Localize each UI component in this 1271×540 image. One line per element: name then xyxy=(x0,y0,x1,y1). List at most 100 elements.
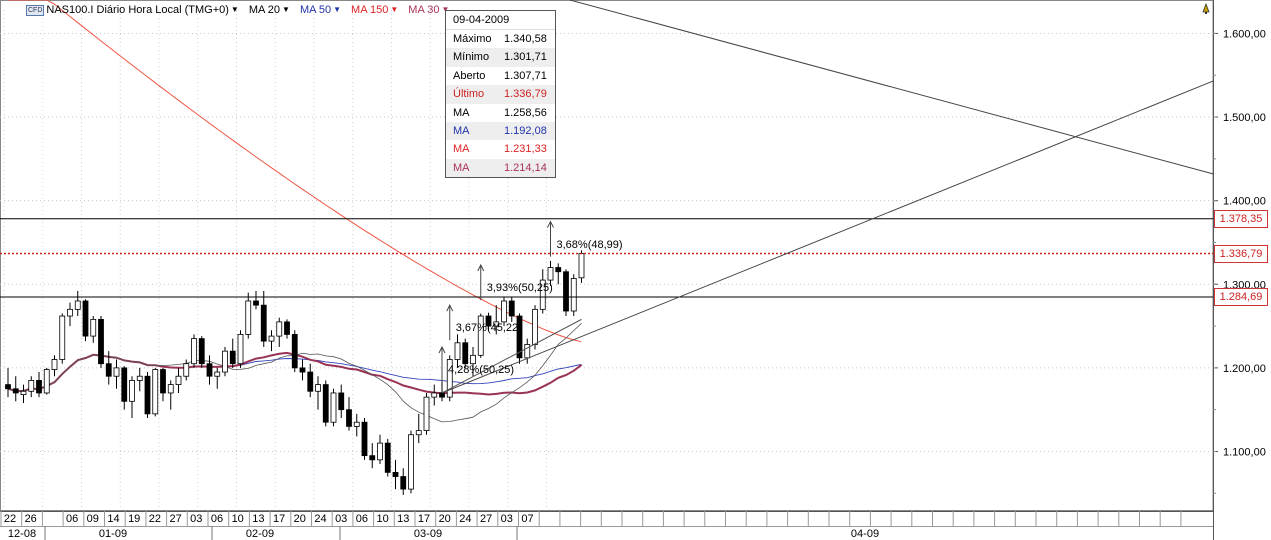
x-day-label: 17 xyxy=(273,513,285,525)
info-row-value: 1.307,71 xyxy=(504,69,547,82)
plot-frame xyxy=(0,0,1214,511)
info-row: Aberto 1.307,71 xyxy=(446,67,555,85)
indicator-ma20[interactable]: MA 20 ▼ xyxy=(249,3,290,17)
chart-toolbar: CFD NAS100.I Diário Hora Local (TMG+0) ▼ … xyxy=(26,3,459,17)
candle-body xyxy=(105,363,112,377)
info-row: Último 1.336,79 xyxy=(446,85,555,104)
measure-annotation-label[interactable]: 3,67%(45,22) xyxy=(455,322,522,335)
x-day-label: 06 xyxy=(211,513,223,525)
candle-body xyxy=(12,388,19,394)
x-month-label: 03-09 xyxy=(414,528,442,540)
indicator-ma50[interactable]: MA 50 ▼ xyxy=(300,3,341,17)
candle-body xyxy=(346,409,352,427)
candle-body xyxy=(82,300,89,337)
price-level-tag: 1.336,79 xyxy=(1214,244,1268,263)
candle-body xyxy=(5,384,11,390)
x-day-label: 13 xyxy=(397,513,409,525)
symbol-selector[interactable]: CFD NAS100.I Diário Hora Local (TMG+0) ▼ xyxy=(26,3,239,17)
candle-body xyxy=(307,371,314,392)
candle-body xyxy=(90,318,97,337)
candle-body xyxy=(276,321,283,337)
candle-body xyxy=(237,334,244,365)
candle-body xyxy=(198,338,205,365)
channel-line xyxy=(441,318,582,394)
info-row: MA 1.214,14 xyxy=(446,158,555,178)
x-month-label: 01-09 xyxy=(99,528,127,540)
ma150-series-line xyxy=(8,0,582,343)
candle-body xyxy=(67,308,73,317)
candle-body xyxy=(524,344,531,359)
info-row-label: Máximo xyxy=(453,33,492,45)
measure-annotation-label[interactable]: 4,28%(50,25) xyxy=(448,364,515,377)
x-day-label: 24 xyxy=(314,513,326,525)
candle-body xyxy=(268,335,275,342)
x-day-label: 19 xyxy=(128,513,140,525)
candle-body xyxy=(423,396,430,431)
candle-body xyxy=(214,371,221,377)
info-row-value: 1.301,71 xyxy=(504,51,547,64)
measure-annotation-label[interactable]: 3,68%(48,99) xyxy=(556,238,623,251)
x-day-label: 27 xyxy=(480,513,492,525)
indicator-label: MA 30 xyxy=(408,4,440,16)
ohlc-info-panel: 09-04-2009 Máximo 1.340,58 Mínimo 1.301,71 A… xyxy=(445,10,556,179)
candle-body xyxy=(330,392,337,423)
info-row-value: 1.192,08 xyxy=(504,124,547,137)
indicator-label: MA 150 xyxy=(351,4,389,16)
candle-body xyxy=(415,430,422,436)
y-tick-label: 1.200,00 xyxy=(1223,363,1266,375)
candle-body xyxy=(369,455,376,461)
candle-body xyxy=(245,300,252,335)
x-day-label: 22 xyxy=(4,513,16,525)
y-tick-label: 1.400,00 xyxy=(1223,196,1266,208)
measure-arrowhead xyxy=(446,304,454,312)
candle-body xyxy=(477,315,484,356)
measure-arrowhead xyxy=(438,345,446,354)
candle-body xyxy=(493,321,500,327)
candle-body xyxy=(555,267,562,273)
candle-body xyxy=(431,392,438,398)
candle-body xyxy=(160,369,166,394)
x-month-label: 02-09 xyxy=(246,528,274,540)
candle-body xyxy=(377,442,383,461)
candle-body xyxy=(191,338,197,365)
x-day-label: 20 xyxy=(294,513,306,525)
candle-body xyxy=(121,367,128,402)
candle-body xyxy=(98,318,104,365)
indicator-ma150[interactable]: MA 150 ▼ xyxy=(351,3,398,17)
info-row-label: MA xyxy=(453,161,470,174)
x-day-label: 10 xyxy=(232,513,244,525)
dropdown-arrow-icon: ▼ xyxy=(441,3,449,17)
x-day-label: 14 xyxy=(107,513,119,525)
time-axis xyxy=(0,511,1213,540)
candle-body xyxy=(284,321,290,335)
candle-body xyxy=(167,384,174,394)
candle-body xyxy=(508,300,515,317)
info-row-label: MA xyxy=(453,124,470,137)
dropdown-arrow-icon: ▼ xyxy=(390,5,399,14)
info-row: Máximo 1.340,58 xyxy=(446,30,555,48)
candle-body xyxy=(36,380,42,394)
x-day-label: 03 xyxy=(190,513,202,525)
info-row-value: 1.336,79 xyxy=(504,88,547,101)
info-row-value: 1.340,58 xyxy=(504,33,547,45)
candle-body xyxy=(446,359,453,398)
candle-body xyxy=(260,304,267,342)
indicator-ma30[interactable]: MA 30▼ xyxy=(408,3,449,17)
info-row-label: MA xyxy=(453,143,470,156)
x-day-label: 10 xyxy=(376,513,388,525)
alert-bell-icon[interactable] xyxy=(1200,3,1212,15)
x-day-label: 03 xyxy=(501,513,513,525)
y-tick-label: 1.100,00 xyxy=(1223,446,1266,458)
measure-annotation-label[interactable]: 3,93%(50,25) xyxy=(486,282,553,295)
candle-body xyxy=(113,367,120,377)
x-day-label: 13 xyxy=(252,513,264,525)
y-tick-label: 1.600,00 xyxy=(1223,28,1266,40)
candle-body xyxy=(338,392,345,411)
x-day-label: 22 xyxy=(149,513,161,525)
candle-body xyxy=(384,442,391,473)
candle-body xyxy=(532,308,538,345)
info-row: MA 1.258,56 xyxy=(446,104,555,122)
candle-body xyxy=(547,267,554,281)
